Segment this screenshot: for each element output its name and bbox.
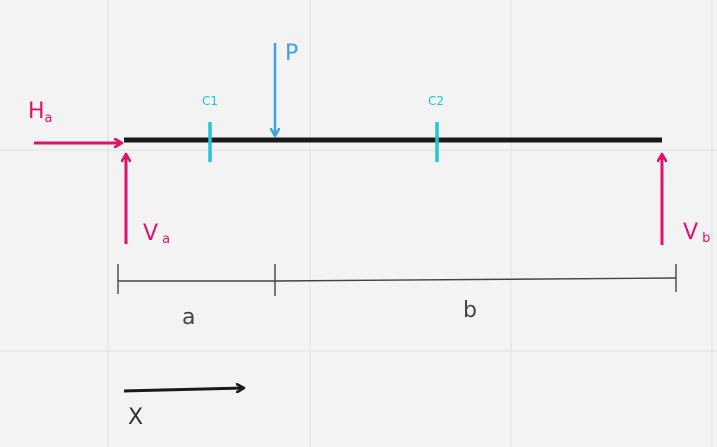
dimension-lines: [117, 264, 677, 296]
x-axis-arrow: [123, 388, 244, 391]
section-c2-label: C2: [428, 94, 444, 108]
section-c1-label: C1: [202, 94, 218, 108]
horizontal-reaction-label: Ha: [28, 99, 53, 126]
dimension-a-label: a: [182, 305, 195, 330]
x-axis-label: X: [128, 405, 143, 430]
point-load-label: P: [285, 41, 298, 66]
dimension-b-label: b: [463, 298, 477, 323]
